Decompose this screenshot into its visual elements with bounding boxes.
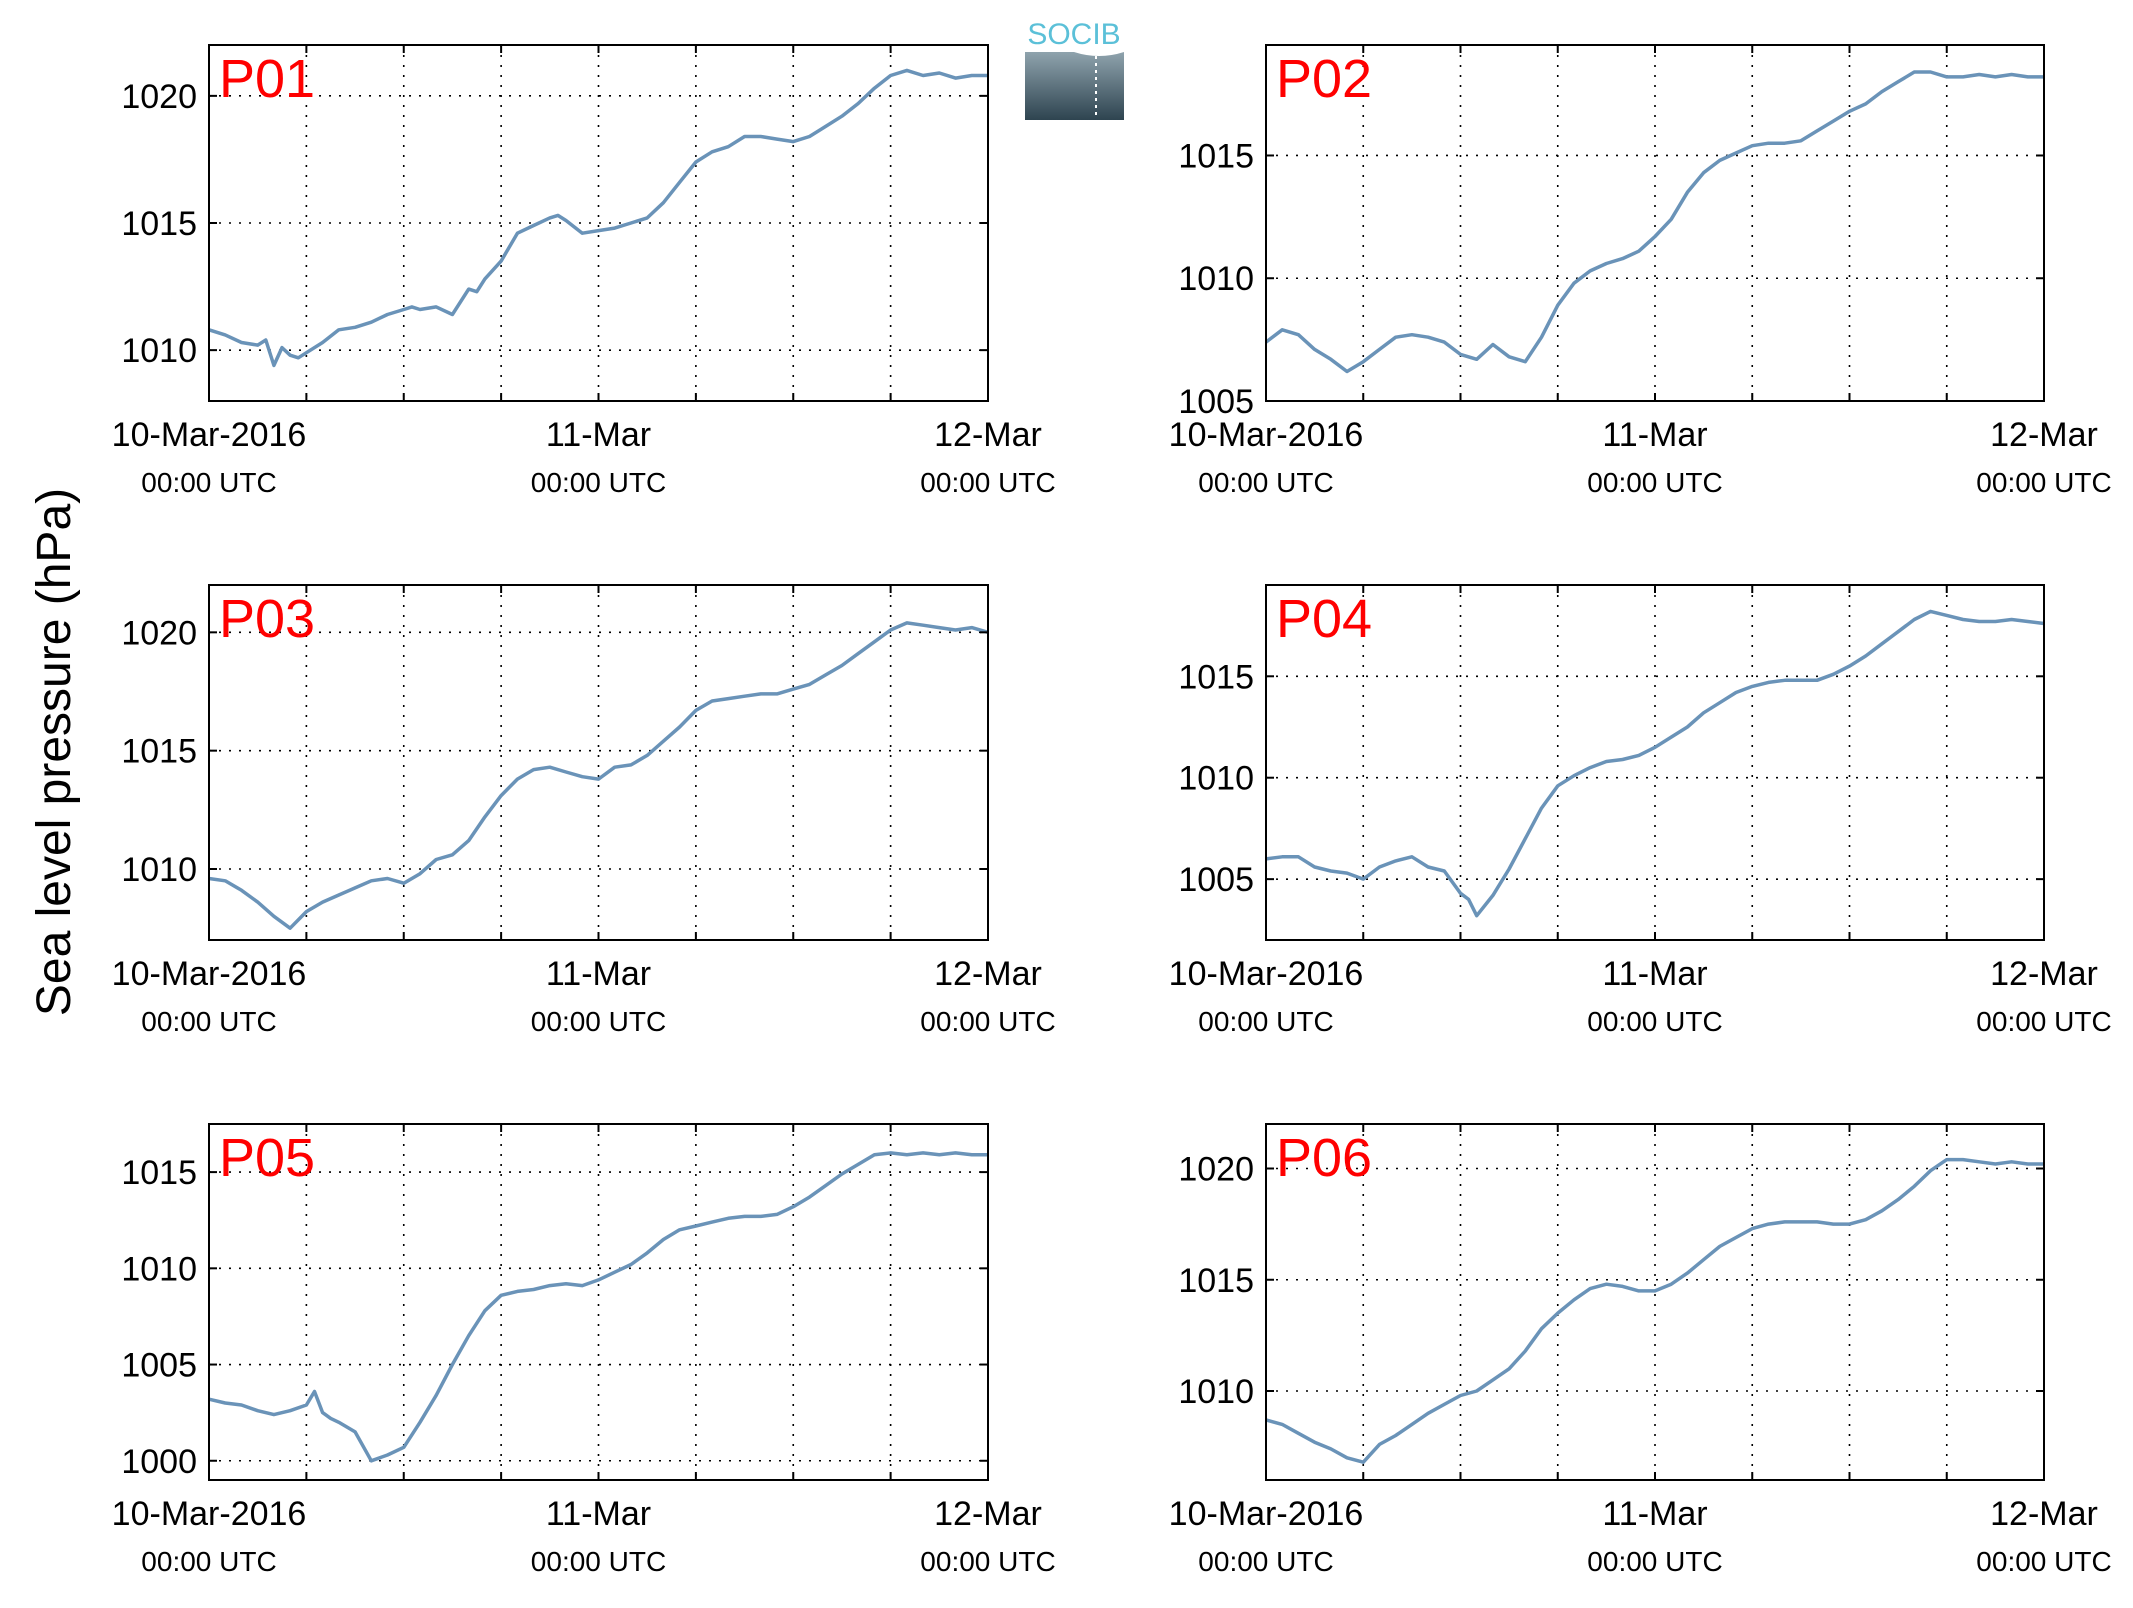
panel-5: 1000 1005 1010 1015 10-Mar-2016 00:00 UTC 11-M… (112, 1123, 1056, 1577)
panel-label: P02 (1276, 49, 1372, 109)
x-tick-date-label: 12-Mar (1990, 416, 2098, 454)
y-tick-label: 1010 (1178, 1373, 1254, 1411)
x-tick-date-label: 10-Mar-2016 (112, 1495, 307, 1533)
series-line (208, 68, 988, 368)
panel-label: P04 (1276, 589, 1372, 649)
x-tick-date-label: 11-Mar (546, 1495, 651, 1533)
x-tick-time-label: 00:00 UTC (1587, 1006, 1722, 1037)
series-line (1264, 70, 2044, 374)
x-tick-date-label: 10-Mar-2016 (1169, 416, 1364, 454)
x-tick-time-label: 00:00 UTC (531, 1546, 666, 1577)
x-tick-time-label: 00:00 UTC (1587, 467, 1722, 498)
x-tick-date-label: 12-Mar (934, 416, 1042, 454)
plot-frame (208, 44, 989, 402)
x-tick-date-label: 10-Mar-2016 (112, 955, 307, 993)
y-tick-label: 1015 (1178, 137, 1254, 175)
x-tick-date-label: 12-Mar (934, 955, 1042, 993)
x-tick-time-label: 00:00 UTC (141, 1546, 276, 1577)
x-tick-date-label: 12-Mar (1990, 1495, 2098, 1533)
series-line (1265, 609, 2045, 918)
x-tick-date-label: 10-Mar-2016 (1169, 1495, 1364, 1533)
y-tick-label: 1010 (121, 1250, 197, 1288)
x-tick-date-label: 10-Mar-2016 (1169, 955, 1364, 993)
plot-frame (208, 1123, 989, 1481)
panel-label: P03 (219, 589, 315, 649)
series-line (208, 1151, 988, 1463)
y-tick-label: 1015 (121, 1154, 197, 1192)
logo-block (1025, 52, 1124, 120)
x-tick-time-label: 00:00 UTC (531, 467, 666, 498)
x-tick-time-label: 00:00 UTC (141, 467, 276, 498)
y-tick-label: 1010 (121, 332, 197, 370)
y-tick-label: 1005 (1178, 383, 1254, 421)
x-tick-date-label: 10-Mar-2016 (112, 416, 307, 454)
y-tick-label: 1015 (1178, 658, 1254, 696)
x-tick-time-label: 00:00 UTC (141, 1006, 276, 1037)
panel-4: 1005 1010 1015 10-Mar-2016 00:00 UTC 11-Mar 00… (1169, 584, 2112, 1037)
x-tick-date-label: 11-Mar (1602, 955, 1707, 993)
x-tick-time-label: 00:00 UTC (531, 1006, 666, 1037)
y-tick-label: 1010 (121, 851, 197, 889)
x-tick-date-label: 11-Mar (546, 416, 651, 454)
x-tick-date-label: 11-Mar (1602, 416, 1707, 454)
plot-frame (1265, 1123, 2045, 1481)
x-tick-time-label: 00:00 UTC (1198, 1546, 1333, 1577)
y-tick-label: 1020 (1178, 1151, 1254, 1189)
x-tick-time-label: 00:00 UTC (920, 1546, 1055, 1577)
logo-wave (1025, 48, 1124, 56)
panel-6: 1010 1015 1020 10-Mar-2016 00:00 UTC 11-Mar 00… (1169, 1123, 2112, 1577)
logo-text: SOCIB (1027, 18, 1120, 51)
x-tick-date-label: 12-Mar (934, 1495, 1042, 1533)
panel-label: P01 (219, 49, 315, 109)
y-axis-label: Sea level pressure (hPa) (28, 488, 81, 1016)
y-tick-label: 1000 (121, 1443, 197, 1481)
x-tick-time-label: 00:00 UTC (1198, 1006, 1333, 1037)
y-tick-label: 1015 (1178, 1262, 1254, 1300)
y-tick-label: 1020 (121, 614, 197, 652)
x-tick-date-label: 11-Mar (546, 955, 651, 993)
series-line (1265, 1157, 2044, 1464)
x-tick-time-label: 00:00 UTC (1976, 467, 2111, 498)
x-tick-date-label: 11-Mar (1602, 1495, 1707, 1533)
panel-3: 1010 1015 1020 10-Mar-2016 00:00 UTC 11-Mar 00… (112, 584, 1056, 1037)
series-line (208, 621, 989, 930)
x-tick-time-label: 00:00 UTC (1587, 1546, 1722, 1577)
y-tick-label: 1010 (1178, 760, 1254, 798)
x-tick-time-label: 00:00 UTC (920, 467, 1055, 498)
socib-logo: SOCIB (1025, 18, 1124, 120)
y-tick-label: 1010 (1178, 260, 1254, 298)
x-tick-time-label: 00:00 UTC (1976, 1006, 2111, 1037)
x-tick-time-label: 00:00 UTC (1198, 467, 1333, 498)
y-tick-label: 1015 (121, 205, 197, 243)
y-tick-label: 1005 (1178, 861, 1254, 899)
x-tick-time-label: 00:00 UTC (920, 1006, 1055, 1037)
x-tick-date-label: 12-Mar (1990, 955, 2098, 993)
panel-label: P05 (219, 1128, 315, 1188)
x-tick-time-label: 00:00 UTC (1976, 1546, 2111, 1577)
y-tick-label: 1020 (121, 78, 197, 116)
panel-1: 1010 1015 1020 10-Mar-2016 00:00 UTC 11-Mar 00… (112, 44, 1056, 498)
panel-label: P06 (1276, 1128, 1372, 1188)
panel-2: 1005 1010 1015 10-Mar-2016 00:00 UTC 11-Mar 00… (1169, 44, 2112, 498)
y-tick-label: 1005 (121, 1347, 197, 1385)
y-tick-label: 1015 (121, 733, 197, 771)
